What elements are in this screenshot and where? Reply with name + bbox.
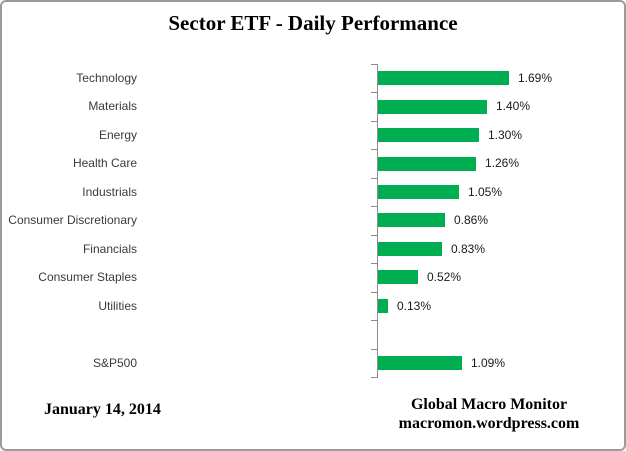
- chart-row: Materials 1.40%: [2, 92, 624, 120]
- bar: [378, 156, 476, 171]
- chart-row: Industrials 1.05%: [2, 178, 624, 206]
- category-label: Health Care: [72, 156, 137, 171]
- value-label: 1.26%: [485, 156, 520, 171]
- category-label: Technology: [76, 71, 137, 85]
- chart-row: Technology 1.69%: [2, 64, 624, 92]
- chart-area: Technology 1.69% Materials 1.40% Energy 1.30%…: [2, 64, 624, 378]
- category-label: Utilities: [98, 298, 137, 313]
- value-label: 1.05%: [468, 184, 503, 199]
- category-label: Materials: [88, 99, 137, 114]
- axis-tick: [371, 235, 377, 236]
- value-label: 1.30%: [488, 127, 523, 142]
- bar: [378, 270, 418, 285]
- category-label: Industrials: [82, 184, 137, 199]
- source-line-2: macromon.wordpress.com: [398, 415, 580, 432]
- chart-row: [2, 320, 624, 348]
- axis-tick: [371, 121, 377, 122]
- axis-tick: [371, 292, 377, 293]
- chart-row: S&P500 1.09%: [2, 349, 624, 377]
- value-label: 0.13%: [397, 298, 432, 313]
- value-label: 0.52%: [427, 270, 462, 285]
- category-label: Financials: [82, 241, 137, 256]
- axis-tick: [371, 320, 377, 321]
- bar: [378, 213, 445, 228]
- source-line-1: Global Macro Monitor: [410, 396, 568, 413]
- axis-tick: [371, 178, 377, 179]
- axis-tick: [371, 263, 377, 264]
- axis-tick: [371, 377, 377, 378]
- axis-tick: [371, 149, 377, 150]
- axis-tick: [371, 349, 377, 350]
- category-label: Consumer Discretionary: [8, 213, 137, 228]
- chart-row: Utilities 0.13%: [2, 292, 624, 320]
- axis-tick: [371, 64, 377, 65]
- axis-tick: [371, 206, 377, 207]
- bar: [378, 185, 459, 200]
- chart-title: Sector ETF - Daily Performance: [168, 11, 458, 35]
- value-label: 0.86%: [454, 213, 489, 228]
- value-label: 1.09%: [471, 355, 506, 370]
- axis-tick: [371, 92, 377, 93]
- chart-row: Consumer Discretionary 0.86%: [2, 206, 624, 234]
- chart-row: Financials 0.83%: [2, 235, 624, 263]
- category-label: Energy: [98, 127, 137, 142]
- chart-row: Consumer Staples 0.52%: [2, 263, 624, 291]
- date-label: January 14, 2014: [44, 401, 161, 418]
- bar: [378, 355, 462, 370]
- value-label: 1.40%: [496, 99, 531, 114]
- bar: [378, 241, 442, 256]
- category-label: Consumer Staples: [38, 270, 137, 285]
- bar: [378, 71, 509, 86]
- bar: [378, 128, 479, 143]
- category-axis-line: [377, 64, 378, 378]
- value-label: 0.83%: [451, 241, 486, 256]
- value-label: 1.69%: [518, 71, 553, 85]
- chart-row: Energy 1.30%: [2, 121, 624, 149]
- category-label: S&P500: [92, 355, 137, 370]
- bar: [378, 298, 388, 313]
- bar: [378, 99, 487, 114]
- chart-row: Health Care 1.26%: [2, 149, 624, 177]
- source-attribution: Global Macro Monitor macromon.wordpress.…: [379, 395, 599, 433]
